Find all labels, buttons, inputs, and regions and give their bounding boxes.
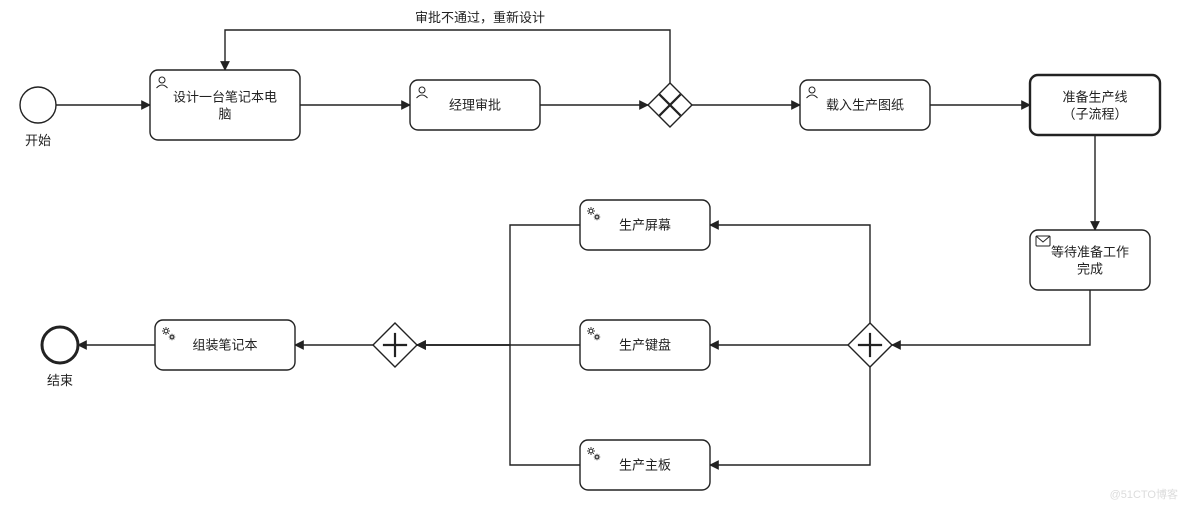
svg-text:完成: 完成 xyxy=(1077,261,1103,276)
svg-text:结束: 结束 xyxy=(47,373,73,388)
svg-text:准备生产线: 准备生产线 xyxy=(1062,89,1127,104)
task-prepare_line: 准备生产线 （子流程） xyxy=(1030,75,1160,135)
task-design: 设计一台笔记本电脑 xyxy=(150,70,300,140)
svg-text:组装笔记本: 组装笔记本 xyxy=(192,337,257,352)
svg-text:生产屏幕: 生产屏幕 xyxy=(619,217,671,232)
watermark: @51CTO博客 xyxy=(1110,487,1178,501)
svg-text:生产主板: 生产主板 xyxy=(619,457,671,472)
svg-text:载入生产图纸: 载入生产图纸 xyxy=(826,97,904,112)
svg-text:经理审批: 经理审批 xyxy=(449,97,501,112)
task-assemble: 组装笔记本 xyxy=(155,320,295,370)
svg-text:生产键盘: 生产键盘 xyxy=(619,337,671,352)
svg-text:等待准备工作: 等待准备工作 xyxy=(1051,244,1129,259)
task-review: 经理审批 xyxy=(410,80,540,130)
edge-gw_split-prod_board xyxy=(710,367,870,465)
event-end: 结束 xyxy=(42,327,78,388)
svg-text:脑: 脑 xyxy=(218,106,231,121)
task-prod_keyboard: 生产键盘 xyxy=(580,320,710,370)
bpmn-diagram: 审批不通过，重新设计 开始 设计一台笔记本电脑 经理审批 载入生产图纸 准备生产线 （子流… xyxy=(0,0,1184,505)
gateway-gw_review xyxy=(648,83,692,127)
svg-text:（子流程）: （子流程） xyxy=(1062,106,1127,121)
edge-prod_board-gw_join xyxy=(417,345,580,465)
edge-prod_screen-gw_join xyxy=(417,225,580,345)
gateway-gw_split xyxy=(848,323,892,367)
task-wait_ready: 等待准备工作完成 xyxy=(1030,230,1150,290)
task-prod_screen: 生产屏幕 xyxy=(580,200,710,250)
task-load_drawing: 载入生产图纸 xyxy=(800,80,930,130)
svg-text:开始: 开始 xyxy=(25,133,51,148)
gateway-gw_join xyxy=(373,323,417,367)
svg-text:审批不通过，重新设计: 审批不通过，重新设计 xyxy=(415,10,545,25)
task-prod_board: 生产主板 xyxy=(580,440,710,490)
edge-gw_split-prod_screen xyxy=(710,225,870,323)
svg-text:设计一台笔记本电: 设计一台笔记本电 xyxy=(173,89,277,104)
event-start: 开始 xyxy=(20,87,56,148)
edge-wait_ready-gw_split xyxy=(892,290,1090,345)
